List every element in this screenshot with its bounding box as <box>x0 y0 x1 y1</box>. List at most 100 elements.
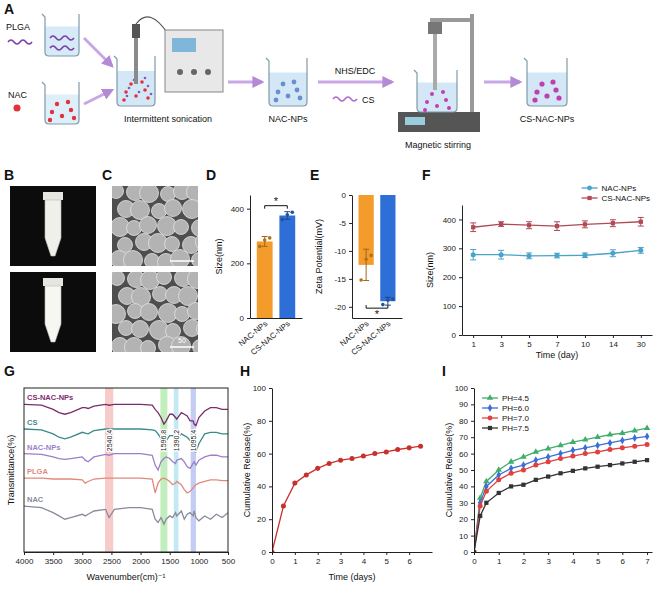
data-point <box>418 444 423 449</box>
legend-item: PH=7.5 <box>482 424 529 433</box>
particle-icon <box>550 79 555 84</box>
tick-mark <box>269 388 272 389</box>
tick-label: -10 <box>334 247 346 256</box>
sem-particle <box>165 200 182 217</box>
legend-label: NAC-NPs <box>602 184 637 193</box>
tick: 1000 <box>190 552 208 566</box>
tick-mark <box>341 552 342 555</box>
beaker-glass <box>524 58 567 106</box>
particle-icon <box>553 87 558 92</box>
polymer-icon <box>50 36 74 40</box>
particle-icon <box>441 90 445 94</box>
sem-particle <box>193 340 199 353</box>
tick: 2500 <box>103 552 121 566</box>
legend-marker <box>587 196 591 200</box>
panel-letter: D <box>206 167 216 183</box>
tick-label: 5 <box>596 557 601 566</box>
data-point <box>384 449 389 454</box>
beaker-liquid <box>45 95 79 124</box>
tick: 3000 <box>74 552 92 566</box>
tick-mark <box>471 388 474 389</box>
legend-item: CS-NAC-NPs <box>582 194 650 203</box>
tick-mark <box>471 536 474 537</box>
data-point <box>644 424 650 430</box>
data-line <box>474 445 647 552</box>
particle-icon <box>48 118 52 122</box>
sem-particle <box>184 320 199 337</box>
beaker-glass <box>42 14 79 56</box>
data-point <box>645 442 650 447</box>
legend-marker <box>488 426 492 430</box>
data-point <box>521 483 525 487</box>
beaker <box>266 58 307 106</box>
tick: 50 <box>459 466 474 475</box>
tick-label: 3 <box>546 557 551 566</box>
data-point <box>268 236 272 240</box>
scale-bar <box>170 260 194 262</box>
tick-mark <box>573 552 574 555</box>
photo <box>10 186 96 266</box>
error-bar <box>470 223 476 232</box>
plot-marks <box>272 444 423 552</box>
data-point <box>594 433 600 439</box>
error-bar <box>582 253 588 258</box>
particle-icon <box>295 88 300 93</box>
data-point <box>521 467 526 472</box>
axis: 020406080100 <box>253 384 273 557</box>
tick-label: 3500 <box>45 557 63 566</box>
data-point <box>533 448 539 454</box>
schematic: APLGANACIntermittent sonicationNAC-NPsNH… <box>4 1 575 150</box>
tick: 90 <box>459 400 474 409</box>
data-point <box>471 225 475 229</box>
legend-item: PH=6.0 <box>482 404 529 413</box>
axis: 0200400 <box>231 196 251 324</box>
data-point <box>509 471 514 476</box>
tick-label: 7 <box>645 557 650 566</box>
axis-title: Time (days) <box>328 572 375 582</box>
data-point <box>645 432 650 440</box>
legend-label: PH=7.0 <box>502 414 529 423</box>
data-point <box>571 446 576 454</box>
tick: CS-NAC-NPs <box>249 319 292 357</box>
process-arrow <box>484 81 520 84</box>
tick-label: 7 <box>555 340 560 349</box>
series-label: NAC-NPs <box>27 443 60 452</box>
data-point <box>583 222 587 226</box>
tick-label: 4 <box>362 557 367 566</box>
sem-particle <box>192 253 199 267</box>
panel-letter: H <box>240 363 250 379</box>
data-point <box>395 447 400 452</box>
data-point <box>359 278 363 282</box>
tick-label: 2000 <box>132 557 150 566</box>
tick: 0 <box>240 314 250 323</box>
data-point <box>381 303 385 307</box>
tick: 5 <box>385 552 390 566</box>
panel-letter: C <box>102 167 112 183</box>
data-point <box>632 434 637 442</box>
data-point <box>583 444 588 452</box>
tick: 200 <box>443 273 462 282</box>
sem-particle <box>132 321 149 338</box>
data-point <box>349 456 354 461</box>
sem-particle <box>140 186 159 203</box>
tick-mark <box>247 318 250 319</box>
data-point <box>286 213 290 217</box>
data-point <box>497 491 501 495</box>
particle-icon <box>60 114 64 118</box>
tick: 300 <box>443 244 462 253</box>
tick-mark <box>349 279 352 280</box>
panel-letter: E <box>310 167 319 183</box>
data-point <box>369 254 373 258</box>
data-point <box>638 248 643 253</box>
tick: 6 <box>621 552 626 566</box>
tick-mark <box>228 552 229 555</box>
sonicator-knob <box>177 69 183 75</box>
tick: 200 <box>231 259 250 268</box>
tick-label: -5 <box>339 219 347 228</box>
tick: 30 <box>637 335 646 349</box>
tick-mark <box>269 486 272 487</box>
tick-mark <box>523 552 524 555</box>
reagent-label: NAC <box>8 90 28 100</box>
tick: 70 <box>459 433 474 442</box>
stirrer-stand <box>470 14 474 112</box>
